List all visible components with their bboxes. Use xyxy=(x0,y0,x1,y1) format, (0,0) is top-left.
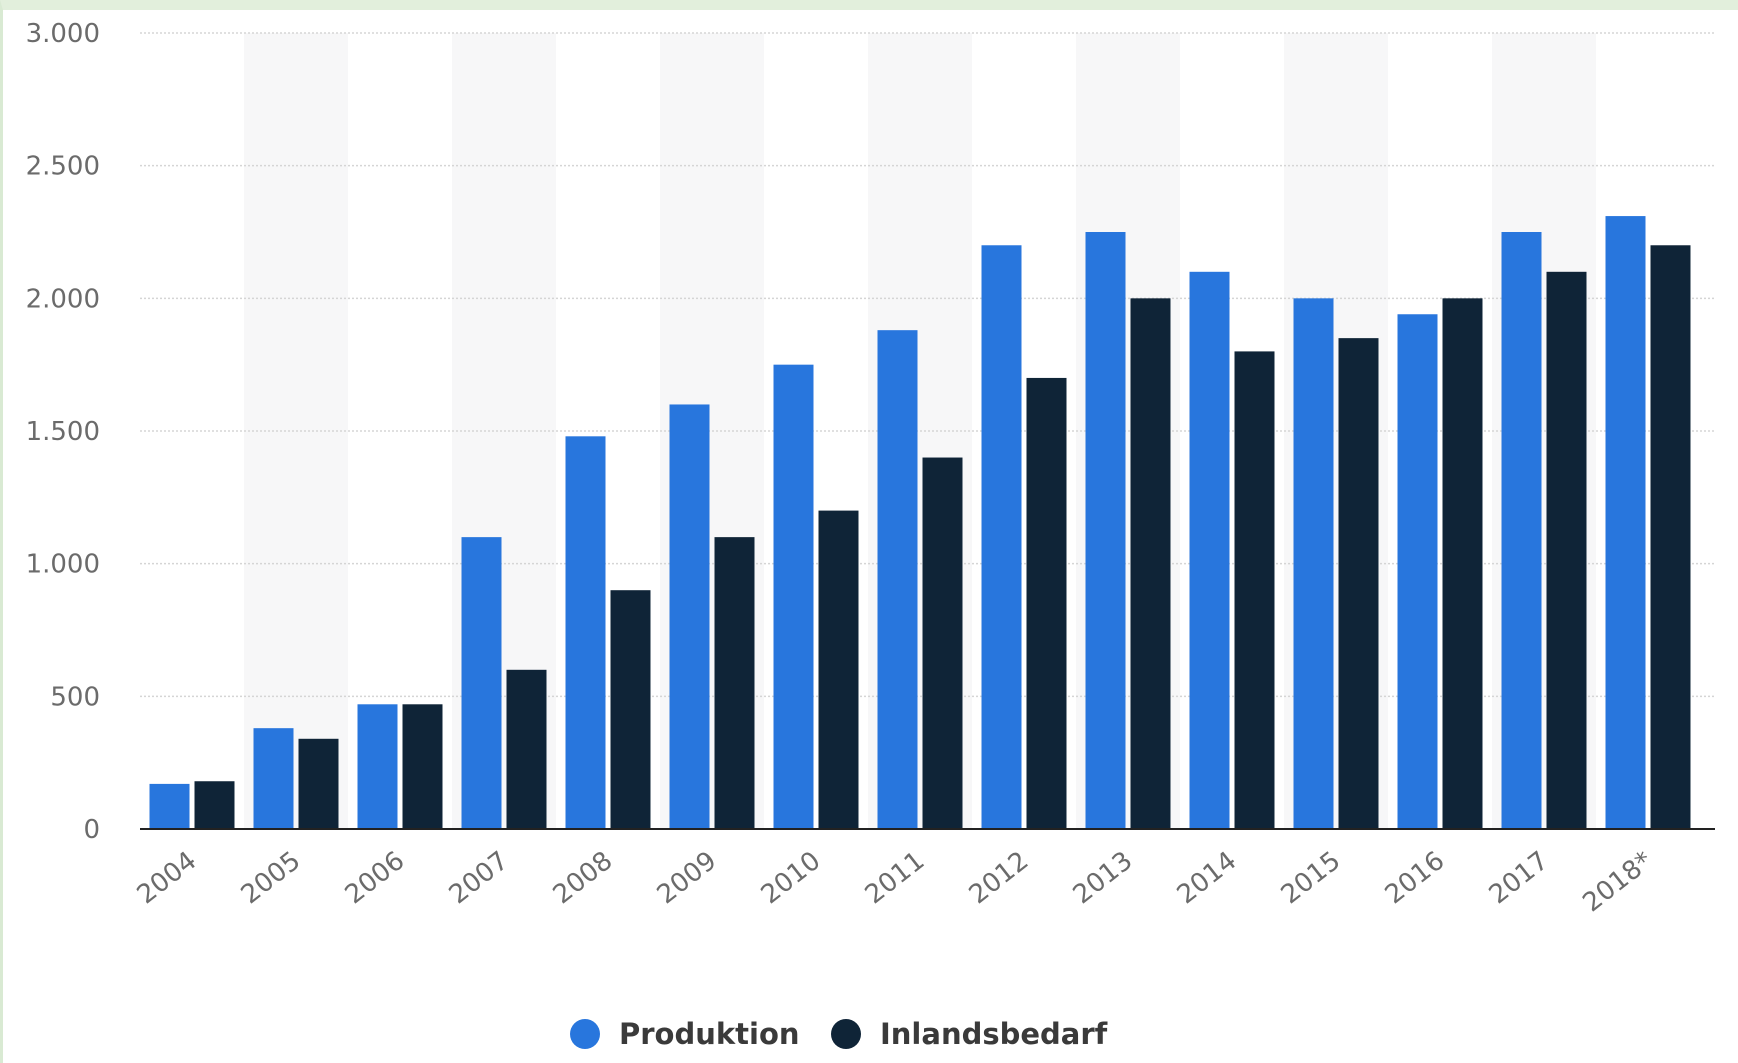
bar-produktion[interactable] xyxy=(773,364,814,829)
y-tick-label: 0 xyxy=(83,815,100,845)
bar-inlandsbedarf[interactable] xyxy=(1650,245,1691,829)
bar-inlandsbedarf[interactable] xyxy=(1026,377,1067,829)
x-tick-label: 2006 xyxy=(340,846,411,910)
y-axis: 0 500 1.000 1.500 2.000 2.500 3.000 xyxy=(26,19,100,845)
x-tick-label: 2009 xyxy=(652,846,723,910)
bar-inlandsbedarf[interactable] xyxy=(922,457,963,829)
legend-marker[interactable] xyxy=(570,1019,600,1049)
bar-produktion[interactable] xyxy=(981,245,1022,829)
legend-marker[interactable] xyxy=(831,1019,861,1049)
bar-inlandsbedarf[interactable] xyxy=(298,738,339,829)
bar-inlandsbedarf[interactable] xyxy=(194,781,235,829)
x-tick-label: 2008 xyxy=(548,846,619,910)
bar-inlandsbedarf[interactable] xyxy=(818,510,859,829)
y-tick-label: 2.000 xyxy=(26,284,100,314)
legend-label[interactable]: Produktion xyxy=(619,1017,800,1051)
x-tick-label: 2013 xyxy=(1068,846,1139,910)
x-tick-label: 2011 xyxy=(860,846,931,910)
y-tick-label: 500 xyxy=(50,682,100,712)
bar-produktion[interactable] xyxy=(565,436,606,829)
bars xyxy=(149,216,1691,830)
legend: Produktion Inlandsbedarf xyxy=(570,1017,1108,1051)
bar-produktion[interactable] xyxy=(461,537,502,829)
bar-inlandsbedarf[interactable] xyxy=(1338,338,1379,829)
legend-label[interactable]: Inlandsbedarf xyxy=(880,1017,1108,1051)
bar-inlandsbedarf[interactable] xyxy=(1546,271,1587,829)
y-tick-label: 3.000 xyxy=(26,19,100,49)
x-tick-label: 2018* xyxy=(1577,846,1658,918)
bar-produktion[interactable] xyxy=(1501,232,1542,829)
y-tick-label: 1.500 xyxy=(26,417,100,447)
x-tick-label: 2016 xyxy=(1380,846,1451,910)
x-tick-label: 2012 xyxy=(964,846,1035,910)
bar-produktion[interactable] xyxy=(1397,314,1438,830)
x-tick-label: 2014 xyxy=(1172,846,1243,910)
bar-inlandsbedarf[interactable] xyxy=(610,590,651,829)
bar-produktion[interactable] xyxy=(1085,232,1126,829)
bar-inlandsbedarf[interactable] xyxy=(506,669,547,829)
bar-inlandsbedarf[interactable] xyxy=(1130,298,1171,829)
x-axis: 2004 2005 2006 2007 2008 2009 2010 2011 2012 2013… xyxy=(132,846,1659,918)
x-tick-label: 2007 xyxy=(444,846,515,910)
x-tick-label: 2004 xyxy=(132,846,203,910)
bar-produktion[interactable] xyxy=(1605,216,1646,829)
x-tick-label: 2015 xyxy=(1276,846,1347,910)
y-tick-label: 1.000 xyxy=(26,550,100,580)
bar-produktion[interactable] xyxy=(149,783,190,829)
y-tick-label: 2.500 xyxy=(26,152,100,182)
bar-produktion[interactable] xyxy=(357,704,398,829)
bar-inlandsbedarf[interactable] xyxy=(1234,351,1275,829)
bar-produktion[interactable] xyxy=(1189,271,1230,829)
x-tick-label: 2010 xyxy=(756,846,827,910)
x-tick-label: 2017 xyxy=(1484,846,1555,910)
bar-inlandsbedarf[interactable] xyxy=(714,537,755,829)
bar-produktion[interactable] xyxy=(253,728,294,829)
bar-inlandsbedarf[interactable] xyxy=(1442,298,1483,829)
x-tick-label: 2005 xyxy=(236,846,307,910)
bar-inlandsbedarf[interactable] xyxy=(402,704,443,829)
bar-produktion[interactable] xyxy=(1293,298,1334,829)
bar-produktion[interactable] xyxy=(877,330,918,829)
bar-produktion[interactable] xyxy=(669,404,710,829)
